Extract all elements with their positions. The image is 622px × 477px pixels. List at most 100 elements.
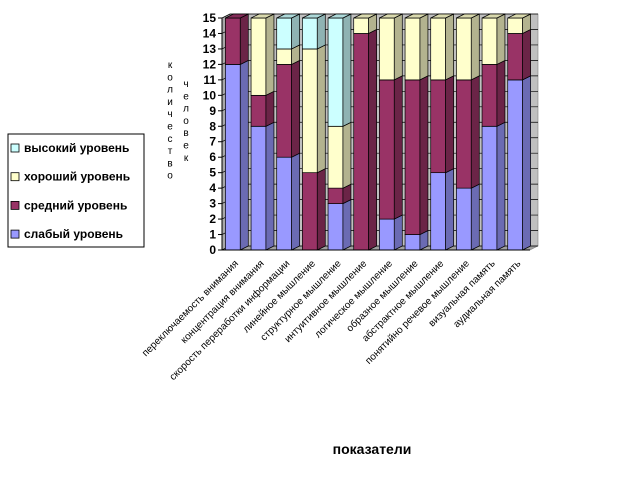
bar-segment [404,13,429,81]
bar-side [470,75,480,189]
bar-side [368,28,377,251]
y-tick-label: 1 [209,228,216,242]
bar-top [250,13,275,19]
bar-side [316,13,326,50]
legend: высокий уровень хороший уровень средний ур… [7,133,145,248]
legend-item: средний уровень [10,198,127,212]
bar-top [353,13,377,19]
bar-segment [276,13,300,50]
bar-segment [327,13,352,127]
bar-segment [379,13,403,81]
legend-label: слабый уровень [24,227,123,241]
bar-front [353,17,369,34]
y-tick-label: 13 [203,42,217,56]
bar-side [316,168,326,251]
bar-segment [379,75,403,220]
bar-front [456,187,472,251]
bar-front [507,17,523,34]
bar-front [507,33,523,81]
bar-front [327,17,344,127]
bar-segment [430,13,454,81]
bar-segment [456,13,480,81]
legend-item: слабый уровень [10,227,123,241]
y-tick-label: 11 [203,73,216,87]
y-tick-label: 0 [209,243,216,257]
bar-side [342,199,352,251]
bar-segment [353,13,377,35]
bar-side [522,28,531,81]
bar-side [265,13,275,96]
bar-top [507,13,531,19]
bar-segment [507,13,531,35]
bar-top [379,13,403,19]
bar-front [276,64,292,158]
y-tick-label: 15 [203,11,217,25]
bar-top [481,13,506,19]
bar-segment [507,28,531,81]
bar-front [250,94,267,127]
y-tick-label: 4 [209,181,216,195]
bar-side [470,13,480,81]
bar-side [239,13,249,65]
x-axis-title: показатели [333,441,412,457]
legend-label: хороший уровень [24,170,130,184]
legend-item: высокий уровень [10,141,129,155]
bar-side [496,13,506,65]
y-tick-label: 2 [209,212,216,226]
bar-front [250,125,267,251]
bar-segment [481,121,506,251]
bar-front [379,218,395,251]
bar-top [302,13,326,19]
y-tick-label: 9 [209,104,216,118]
bar-side [522,75,531,251]
bar-front [302,17,318,50]
y-tick-label: 5 [209,166,216,180]
y-axis-title: к о л и ч е с т в о ч е л о в е к [167,60,189,182]
bar-side [419,75,429,236]
bar-top [456,13,480,19]
y-tick-label: 7 [209,135,216,149]
bar-side [342,13,352,127]
bar-top [276,13,300,19]
legend-swatch [10,143,20,153]
bar-front [379,17,395,81]
bar-segment [353,28,377,251]
bar-front [276,48,292,65]
bar-front [327,125,344,189]
bar-front [430,172,446,251]
bar-front [327,203,344,251]
bar-segment [276,152,300,251]
bar-front [353,33,369,251]
bar-front [276,17,292,50]
bar-segment [250,90,275,127]
bar-segment [404,75,429,236]
bar-side [265,90,275,127]
bar-front [507,79,523,251]
bar-side [445,168,454,251]
bar-front [404,17,421,81]
bar-side [291,13,300,50]
bar-side [291,152,300,251]
bar-front [481,17,498,65]
bar-segment [302,168,326,251]
y-tick-label: 8 [209,119,216,133]
bar-front [225,64,241,251]
bar-top [404,13,429,19]
bar-side [265,121,275,251]
bar-side [496,59,506,127]
bar-front [250,17,267,96]
bar-front [430,79,446,174]
bar-front [225,17,241,65]
legend-label: средний уровень [24,198,127,212]
bar-side [470,183,480,251]
bar-side [342,121,352,189]
bar-front [430,17,446,81]
bar-segment [327,121,352,189]
legend-label: высокий уровень [24,141,129,155]
bar-top [430,13,454,19]
